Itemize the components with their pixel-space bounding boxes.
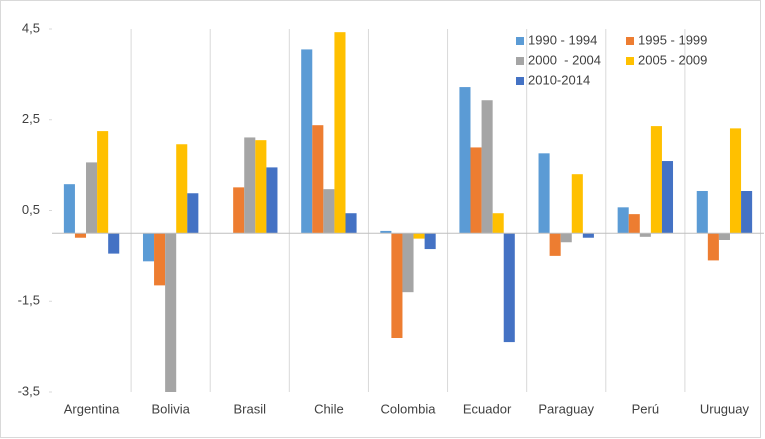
legend-swatch [516,57,524,65]
x-tick-label: Chile [314,401,344,416]
bar [492,213,504,234]
bar [424,233,436,250]
bar [470,147,482,234]
bar [402,233,414,293]
bar [301,49,313,234]
y-tick-label: 0,5 [22,202,40,217]
bar [628,214,640,234]
bar [97,131,109,234]
bar [650,126,662,234]
bar [538,153,550,234]
x-tick-label: Ecuador [463,401,512,416]
x-tick-label: Brasil [234,401,267,416]
y-tick-label: -1,5 [18,293,40,308]
x-tick-label: Perú [632,401,659,416]
bar [323,189,335,234]
bar [718,233,730,240]
bar [154,233,166,286]
bar [108,233,120,254]
y-tick-label: 2,5 [22,111,40,126]
bar [244,137,256,234]
legend-label: 2000 - 2004 [528,52,601,67]
bar [571,174,583,234]
legend-label: 2005 - 2009 [638,52,707,67]
x-tick-label: Paraguay [538,401,594,416]
bar [176,144,188,234]
bar [86,162,98,234]
legend-label: 2010-2014 [528,72,590,87]
bar [187,193,199,234]
bar [345,213,357,234]
bar [661,161,674,234]
bar [266,167,278,234]
y-tick-label: -3,5 [18,383,40,398]
bar [696,190,708,234]
bar [481,100,493,234]
bar [639,233,651,237]
bar [380,230,392,234]
bar [413,233,425,239]
bar [707,233,719,261]
bar [741,190,753,234]
bar [617,207,629,234]
legend-swatch [516,77,524,85]
x-tick-label: Bolivia [152,401,191,416]
bar [582,233,594,238]
bar [165,233,177,392]
bar [334,32,346,234]
legend-swatch [626,37,634,45]
legend-swatch [626,57,634,65]
legend-label: 1990 - 1994 [528,32,597,47]
bar [74,233,87,238]
bar [391,233,403,339]
x-tick-label: Argentina [64,401,120,416]
legend-label: 1995 - 1999 [638,32,707,47]
y-tick-label: 4,5 [22,20,40,35]
bar [503,233,515,343]
x-tick-label: Colombia [381,401,437,416]
bar [63,184,75,234]
bar [233,187,245,234]
legend-swatch [516,37,524,45]
bar [549,233,561,256]
bar [312,125,324,234]
bar [255,140,267,234]
bar [729,128,742,234]
bar [560,233,572,243]
bar [142,233,155,262]
x-tick-label: Uruguay [700,401,750,416]
bar [459,87,471,234]
